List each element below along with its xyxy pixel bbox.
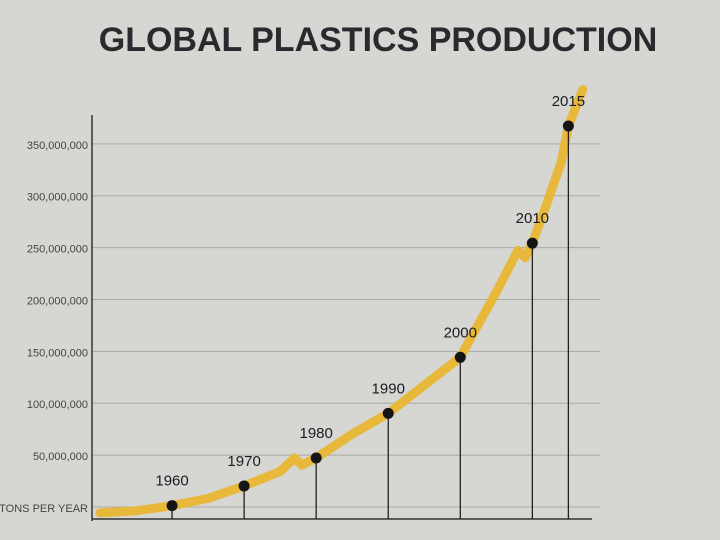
marker-label: 2015 (552, 93, 585, 110)
y-tick-label: 50,000,000 (33, 451, 88, 463)
marker-label: 1970 (227, 453, 260, 470)
data-line (95, 85, 588, 518)
marker-dot (562, 120, 574, 132)
marker-label: 1990 (372, 380, 405, 397)
y-tick-label: 250,000,000 (27, 244, 88, 256)
marker-dot (166, 500, 178, 512)
marker-label: 1960 (155, 473, 188, 490)
y-tick-label: 200,000,000 (27, 295, 88, 307)
y-tick-label: 350,000,000 (27, 140, 88, 152)
y-tick-label: TONS PER YEAR (0, 503, 88, 515)
chart-title: GLOBAL PLASTICS PRODUCTION (99, 21, 658, 59)
marker-dot (238, 480, 250, 492)
y-tick-label: 300,000,000 (27, 192, 88, 204)
marker-dot (454, 351, 466, 363)
marker-dot (382, 407, 394, 419)
marker-label: 1980 (299, 425, 332, 442)
y-tick-label: 100,000,000 (27, 399, 88, 411)
marker-label: 2010 (516, 210, 549, 227)
marker-dot (526, 237, 538, 249)
marker-dot (310, 452, 322, 464)
y-tick-label: 150,000,000 (27, 347, 88, 359)
marker-label: 2000 (444, 324, 477, 341)
